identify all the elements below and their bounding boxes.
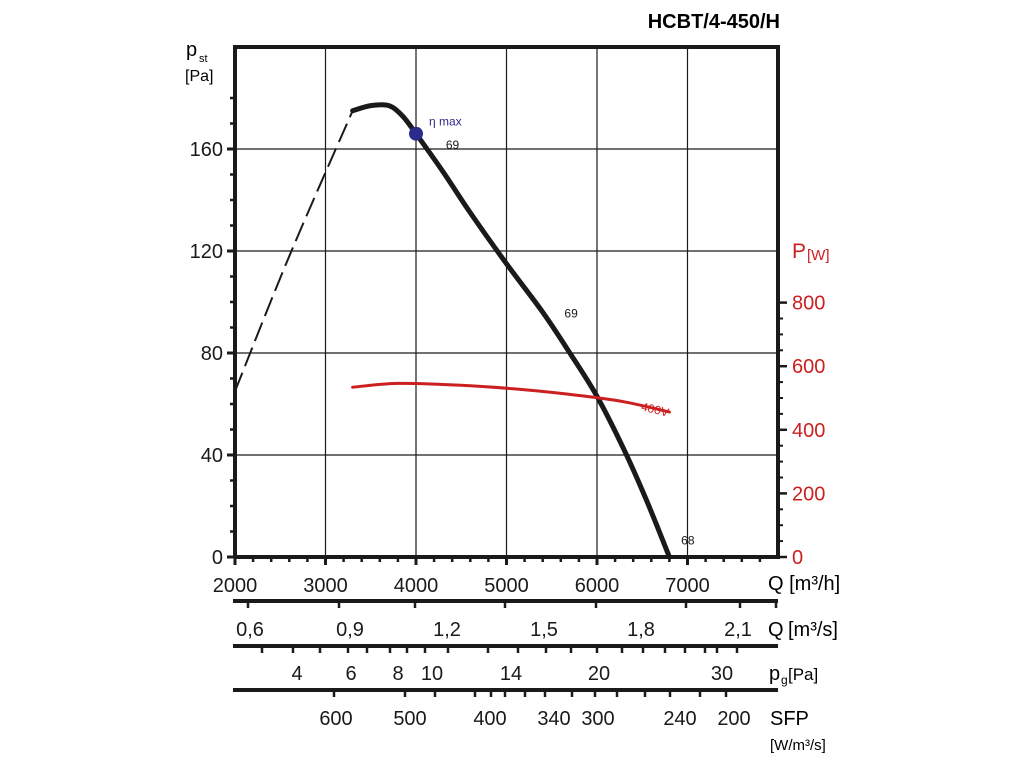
x-axis-q-label: Q [m³/h] <box>768 573 840 595</box>
x-tick-label: 6000 <box>575 575 620 597</box>
y-right-label-main: P <box>792 240 806 263</box>
pressure-curve <box>350 102 672 560</box>
sfp-label: SFP <box>770 708 809 730</box>
sfp-tick-label: 240 <box>663 708 696 730</box>
axes <box>227 45 787 697</box>
y-left-tick-label: 80 <box>201 343 223 365</box>
y-left-tick-label: 40 <box>201 445 223 467</box>
y-left-tick-label: 160 <box>190 139 223 161</box>
grid-lines <box>235 47 778 557</box>
q-m3s-tick-label: 1,8 <box>627 619 655 641</box>
pg-tick-label: 20 <box>588 663 610 685</box>
pg-tick-label: 30 <box>711 663 733 685</box>
y-left-tick-label: 0 <box>212 547 223 569</box>
q-m3s-tick-label: 0,6 <box>236 619 264 641</box>
y-right-tick-label: 800 <box>792 293 825 315</box>
curves <box>234 102 672 560</box>
y-right-tick-label: 400 <box>792 420 825 442</box>
y-left-label-sub: st <box>199 53 208 65</box>
sfp-tick-label: 340 <box>537 708 570 730</box>
y-right-tick-label: 200 <box>792 483 825 505</box>
y-left-label-unit: [Pa] <box>185 68 213 85</box>
pg-sub: g <box>781 673 788 687</box>
pg-tick-label: 8 <box>392 663 403 685</box>
q-m3s-tick-label: 0,9 <box>336 619 364 641</box>
chart-title: HCBT/4-450/H <box>648 11 780 33</box>
pg-tick-label: 6 <box>345 663 356 685</box>
sfp-unit: [W/m³/s] <box>770 737 826 754</box>
y-right-tick-label: 0 <box>792 547 803 569</box>
curve-annotation: 69 <box>564 306 578 320</box>
x-tick-label: 5000 <box>484 575 529 597</box>
power-400V <box>351 381 671 414</box>
pressure-curve-unstable <box>234 110 354 392</box>
q-m3s-tick-label: 1,2 <box>433 619 461 641</box>
sfp-tick-label: 200 <box>717 708 750 730</box>
eta-max-label: η max <box>429 115 462 129</box>
y-right-tick-label: 600 <box>792 356 825 378</box>
curve-annotation: 69 <box>446 138 460 152</box>
sfp-tick-label: 600 <box>319 708 352 730</box>
y-right-label-unit: [W] <box>807 247 830 264</box>
curve-annotation: 68 <box>681 533 695 547</box>
pg-unit: [Pa] <box>788 665 818 684</box>
y-left-tick-label: 120 <box>190 241 223 263</box>
y-left-label-main: p <box>186 39 197 61</box>
x-tick-label: 4000 <box>394 575 439 597</box>
x-tick-label: 2000 <box>213 575 258 597</box>
x-tick-label: 7000 <box>665 575 710 597</box>
sfp-tick-label: 400 <box>473 708 506 730</box>
pg-tick-label: 10 <box>421 663 443 685</box>
q-m3s-tick-label: 1,5 <box>530 619 558 641</box>
pg-tick-label: 4 <box>291 663 302 685</box>
eta-max-point <box>409 126 423 141</box>
q-m3s-label: Q <box>768 619 784 641</box>
pg-tick-label: 14 <box>500 663 522 685</box>
pg-label: p <box>769 663 780 685</box>
sfp-tick-label: 500 <box>393 708 426 730</box>
x-tick-label: 3000 <box>303 575 348 597</box>
labels: HCBT/4-450/H p st [Pa] P [W] Q [m³/h] Q … <box>185 11 840 754</box>
sfp-tick-label: 300 <box>581 708 614 730</box>
q-m3s-tick-label: 2,1 <box>724 619 752 641</box>
curve-annotation: 400V <box>640 399 671 419</box>
q-m3s-unit: [m³/s] <box>788 619 838 641</box>
